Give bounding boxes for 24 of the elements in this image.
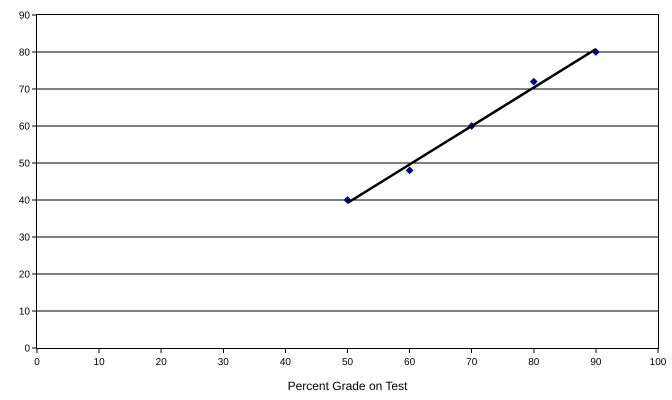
x-tick-label: 10 xyxy=(94,357,106,368)
y-tick-label: 60 xyxy=(18,122,30,132)
x-tick-label: 0 xyxy=(34,357,40,368)
point xyxy=(530,78,538,86)
x-tick-label: 90 xyxy=(590,357,602,368)
y-tick-label: 50 xyxy=(18,158,30,170)
y-tick-label: 80 xyxy=(18,48,30,58)
point xyxy=(406,166,414,174)
x-axis-title: Percent Grade on Test xyxy=(288,378,408,393)
x-tick-label: 30 xyxy=(218,357,230,368)
y-tick-label: 10 xyxy=(18,306,30,318)
x-tick-label: 100 xyxy=(650,357,667,368)
y-tick-label: 40 xyxy=(18,196,30,206)
y-tick-label: 0 xyxy=(24,344,30,354)
x-tick-label: 40 xyxy=(280,357,292,368)
x-tick-label: 50 xyxy=(342,357,354,368)
y-tick-label: 90 xyxy=(18,10,30,22)
x-tick-label: 70 xyxy=(466,357,478,368)
y-tick-label: 30 xyxy=(18,232,30,244)
x-tick-label: 20 xyxy=(156,357,168,368)
y-tick-label: 20 xyxy=(18,270,30,280)
x-tick-label: 80 xyxy=(528,357,540,368)
y-tick-label: 70 xyxy=(18,84,30,96)
x-tick-label: 60 xyxy=(404,357,416,368)
